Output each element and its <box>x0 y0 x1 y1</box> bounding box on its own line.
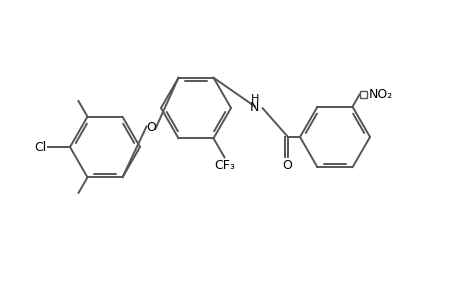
Text: CF₃: CF₃ <box>213 159 235 172</box>
Text: H: H <box>250 94 258 104</box>
Text: O: O <box>281 159 291 172</box>
Text: NO₂: NO₂ <box>368 88 392 101</box>
Text: N: N <box>250 101 259 114</box>
Text: Cl: Cl <box>35 140 47 154</box>
Text: O: O <box>146 121 156 134</box>
Bar <box>360 91 367 98</box>
